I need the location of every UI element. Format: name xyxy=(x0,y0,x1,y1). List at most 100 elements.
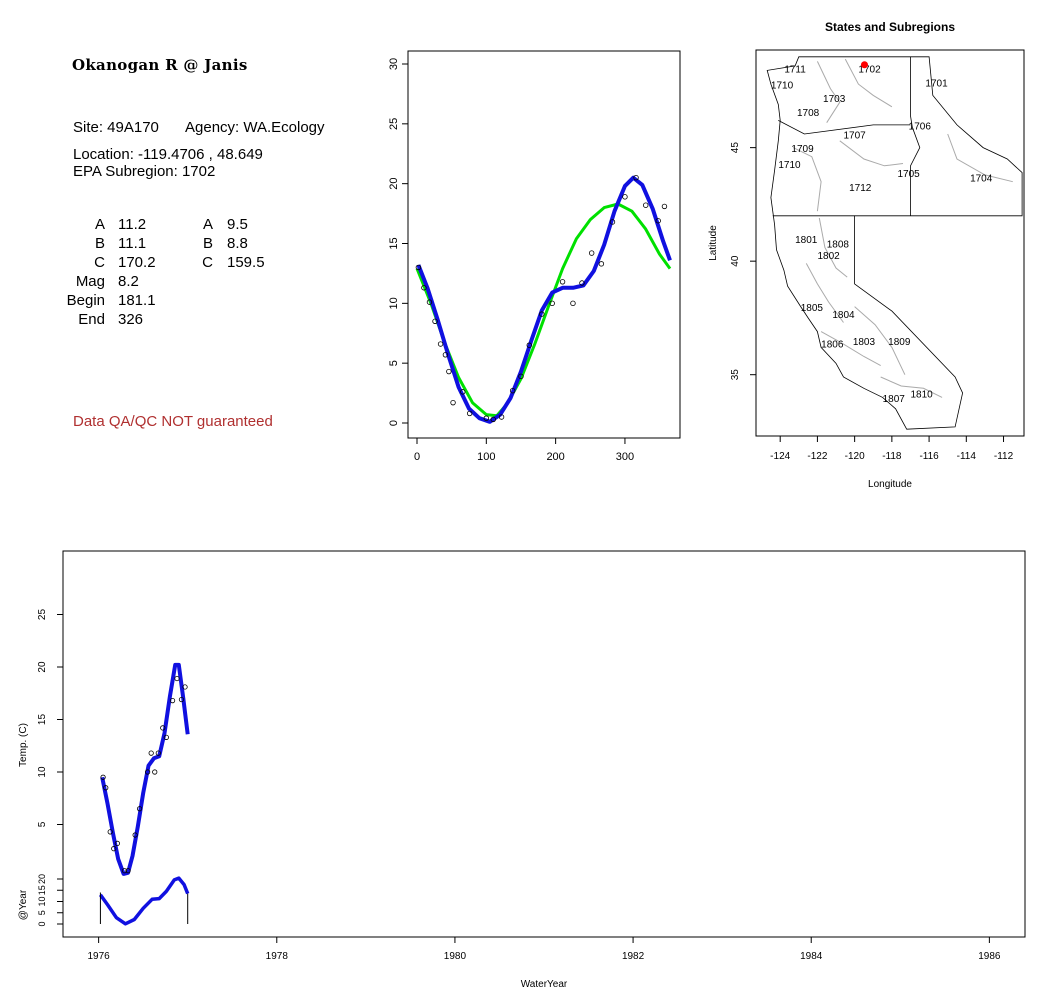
data-point xyxy=(169,698,176,704)
subregion-line xyxy=(839,140,904,167)
data-point xyxy=(155,750,161,756)
param-value: 159.5 xyxy=(227,254,265,271)
x-tick-label: 1982 xyxy=(622,951,645,962)
subregion-label: 1808 xyxy=(827,240,850,251)
subregion-label: 1712 xyxy=(849,183,872,194)
x-tick-label: -116 xyxy=(919,451,939,462)
param-value: 326 xyxy=(118,311,144,328)
data-point xyxy=(483,415,490,421)
y-axis-label: Latitude xyxy=(708,225,719,261)
subregion-line xyxy=(820,331,881,367)
subregion-label: 1701 xyxy=(925,78,948,89)
x-tick-label: 200 xyxy=(546,451,564,463)
data-point xyxy=(421,285,427,291)
x-tick-label: 1986 xyxy=(978,951,1001,962)
x-tick-label: -114 xyxy=(957,451,977,462)
param-value: 9.5 xyxy=(227,216,248,233)
param-key: C xyxy=(94,254,105,271)
state-line xyxy=(910,56,913,128)
x-tick-label: 100 xyxy=(477,451,495,463)
subregion-label: 1704 xyxy=(970,174,993,185)
region-boundaries xyxy=(766,56,1023,430)
param-value: 170.2 xyxy=(118,254,156,271)
data-point xyxy=(460,389,466,395)
param-key: End xyxy=(78,311,105,328)
x-axis-label: Longitude xyxy=(868,479,912,490)
site-id: Site: 49A170 xyxy=(73,119,159,136)
subregion-label: 1703 xyxy=(823,94,846,105)
sub-y-axis-label: @Year xyxy=(18,889,29,920)
data-point xyxy=(579,280,585,286)
sub-y-tick-label: 5 xyxy=(37,910,47,915)
subregion-label: 1806 xyxy=(821,339,844,350)
data-point xyxy=(132,832,138,838)
x-tick-label: 1976 xyxy=(88,951,111,962)
data-point xyxy=(174,675,180,682)
data-point xyxy=(114,840,120,846)
y-tick-label: 5 xyxy=(388,360,400,366)
plot-frame xyxy=(407,50,681,439)
sub-y-tick-label: 15 xyxy=(37,885,47,895)
sub-y-tick-label: 10 xyxy=(37,896,47,906)
subregion-label: 1702 xyxy=(858,65,881,76)
subregion-line xyxy=(854,306,906,375)
y-tick-label: 10 xyxy=(388,297,400,309)
outline-boundary xyxy=(766,56,1023,430)
data-point xyxy=(163,734,169,740)
subregion-label: 1807 xyxy=(883,394,906,405)
x-axis-label: WaterYear xyxy=(521,979,568,990)
subregion-line xyxy=(792,147,822,212)
data-point xyxy=(121,868,128,874)
year-line xyxy=(98,876,190,926)
site-marker xyxy=(860,61,868,69)
param-key: Mag xyxy=(75,273,105,290)
y-axis-label: Temp. (C) xyxy=(18,723,29,767)
data-point xyxy=(446,368,452,375)
param-key: B xyxy=(202,235,213,252)
data-point xyxy=(466,410,473,417)
subregion-label: 1810 xyxy=(911,389,934,400)
y-tick-label: 0 xyxy=(388,420,400,426)
data-point xyxy=(570,300,576,307)
subregion-label: 1707 xyxy=(844,131,867,142)
data-point xyxy=(152,769,158,775)
subregion-line xyxy=(818,217,848,278)
data-point xyxy=(598,261,605,267)
data-point xyxy=(490,416,496,423)
param-value: 181.1 xyxy=(118,292,156,309)
data-point xyxy=(160,725,166,731)
subregion-line xyxy=(844,58,893,108)
data-point xyxy=(539,311,545,317)
x-tick-label: 1980 xyxy=(444,951,467,962)
y-tick-label: 15 xyxy=(37,714,48,726)
subregion-line xyxy=(805,263,844,323)
data-point xyxy=(178,696,185,703)
y-tick-label: 30 xyxy=(388,58,400,70)
subregion-label: 1710 xyxy=(771,81,794,92)
param-value: 8.8 xyxy=(227,235,248,252)
param-key: A xyxy=(202,216,213,233)
y-tick-label: 5 xyxy=(37,821,48,827)
data-point xyxy=(526,342,532,348)
data-point xyxy=(145,769,151,775)
data-point xyxy=(103,785,109,791)
data-point xyxy=(107,829,113,835)
y-tick-label: 15 xyxy=(388,237,400,249)
data-point xyxy=(588,250,595,256)
y-tick-label: 25 xyxy=(388,118,400,130)
subregion-label: 1804 xyxy=(832,310,855,321)
data-point xyxy=(633,174,639,181)
param-key: B xyxy=(94,235,105,252)
data-point xyxy=(415,264,422,271)
subregion-label: 1803 xyxy=(853,337,876,348)
y-tick-label: 20 xyxy=(37,661,48,673)
sub-y-tick-label: 0 xyxy=(37,921,47,926)
data-point xyxy=(182,684,188,690)
x-tick-label: -124 xyxy=(770,451,790,462)
param-value: 11.1 xyxy=(118,235,147,252)
data-point xyxy=(111,846,117,852)
water-year-timeseries-chart: WaterYear Temp. (C) @Year 1976 1978 1980 1982 1… xyxy=(18,550,1026,990)
data-point xyxy=(509,387,516,394)
subregion-label: 1706 xyxy=(909,121,932,132)
